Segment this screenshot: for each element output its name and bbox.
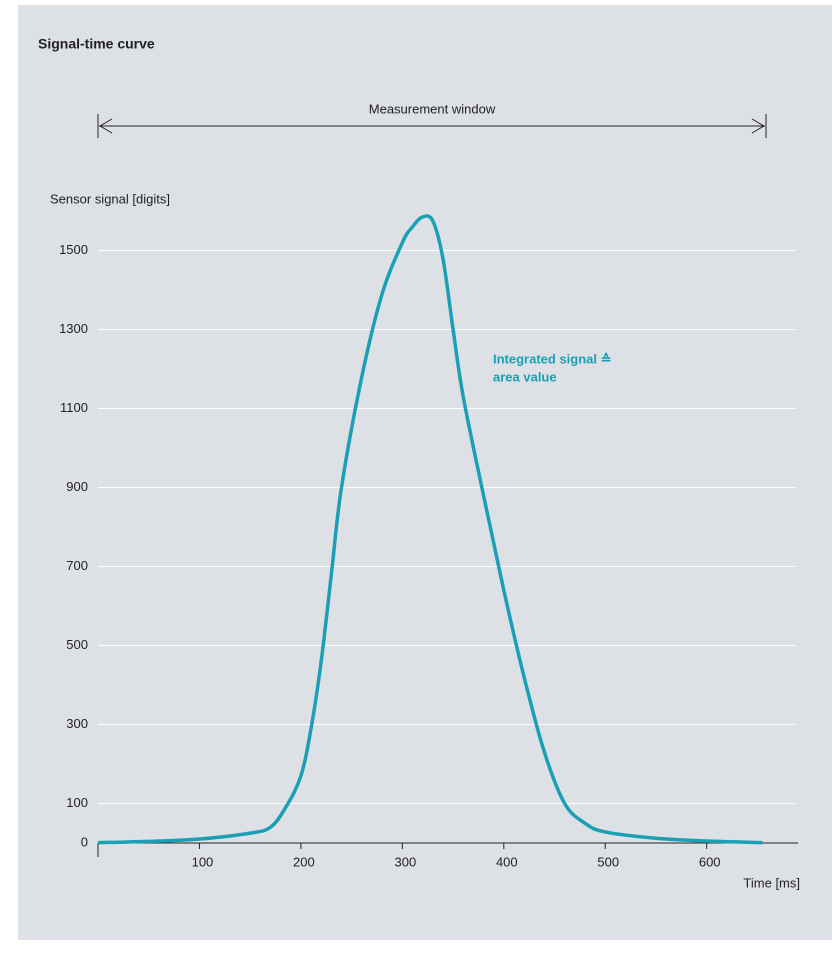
- x-tick-label: 400: [496, 854, 518, 869]
- x-tick-label: 200: [293, 854, 315, 869]
- signal-curve: [97, 214, 763, 845]
- x-axis-label: Time [ms]: [743, 875, 800, 890]
- chart-title: Signal-time curve: [38, 36, 155, 52]
- y-tick-label: 700: [66, 558, 88, 573]
- panel: [18, 5, 832, 940]
- y-tick-label: 300: [66, 716, 88, 731]
- annotation: area value: [493, 369, 557, 384]
- y-tick-label: 900: [66, 479, 88, 494]
- annotation: Integrated signal ≙: [493, 351, 612, 366]
- x-tick-label: 600: [699, 854, 721, 869]
- y-tick-label: 100: [66, 795, 88, 810]
- x-tick-label: 500: [597, 854, 619, 869]
- y-tick-label: 500: [66, 637, 88, 652]
- y-tick-label: 0: [81, 834, 88, 849]
- y-tick-label: 1100: [60, 400, 88, 415]
- y-axis-label: Sensor signal [digits]: [50, 191, 170, 206]
- x-tick-label: 100: [192, 854, 214, 869]
- window-label: Measurement window: [369, 101, 496, 116]
- window-bracket: [97, 114, 767, 138]
- y-tick-label: 1300: [59, 321, 88, 336]
- y-tick-label: 1500: [59, 242, 88, 257]
- x-tick-label: 300: [394, 854, 416, 869]
